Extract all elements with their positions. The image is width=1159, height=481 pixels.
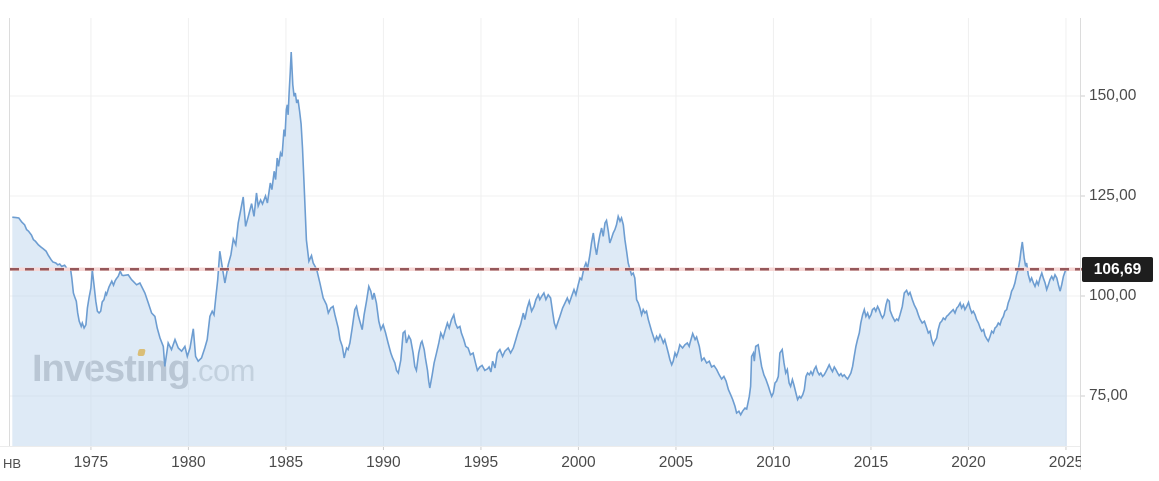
last-price-badge: 106,69: [1082, 256, 1153, 282]
price-area-fill: [12, 52, 1067, 446]
price-line: [12, 51, 1068, 417]
